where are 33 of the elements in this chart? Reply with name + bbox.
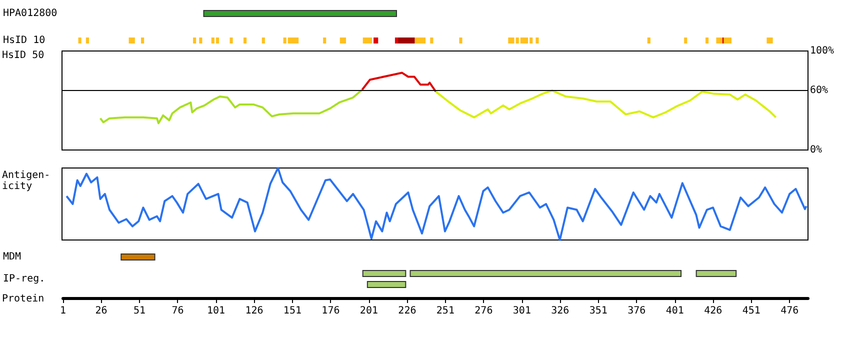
x-tick-label: 201: [360, 306, 378, 316]
x-tick-label: 1: [60, 306, 66, 316]
x-tick-label: 351: [589, 306, 608, 316]
y-tick-label: MDM: [3, 252, 22, 262]
y-axis-title: HsID 50: [2, 50, 44, 61]
x-tick-label: 276: [474, 306, 493, 316]
x-tick-label: 176: [322, 306, 340, 316]
y-tick-label: 60%: [810, 85, 828, 96]
x-tick-label: 426: [704, 306, 722, 316]
x-tick-label: 401: [666, 306, 684, 316]
x-tick-label: 126: [245, 306, 264, 316]
x-tick-label: 301: [512, 306, 531, 316]
y-tick-label: 100%: [810, 46, 834, 56]
y-axis-title: Antigen- icity: [2, 170, 50, 192]
x-axis-title: Protein: [2, 294, 44, 304]
y-tick-label: HsID 10: [3, 35, 46, 46]
x-tick-label: 476: [780, 306, 799, 316]
x-tick-label: 51: [133, 306, 146, 316]
x-tick-label: 326: [551, 306, 570, 316]
x-tick-label: 151: [283, 306, 302, 316]
x-tick-label: 101: [206, 306, 226, 316]
x-tick-label: 251: [436, 306, 454, 316]
x-tick-label: 26: [95, 306, 108, 316]
y-tick-label: 0%: [810, 144, 822, 156]
line-series: [99, 88, 364, 124]
x-tick-label: 226: [398, 306, 416, 316]
y-tick-label: HPA012800: [3, 8, 58, 19]
x-tick-label: 451: [742, 306, 760, 316]
x-tick-label: 76: [172, 306, 184, 316]
line-series: [361, 72, 437, 93]
line-series: [434, 90, 777, 118]
y-tick-label: IP-reg.: [3, 274, 46, 284]
x-tick-label: 376: [628, 306, 646, 316]
